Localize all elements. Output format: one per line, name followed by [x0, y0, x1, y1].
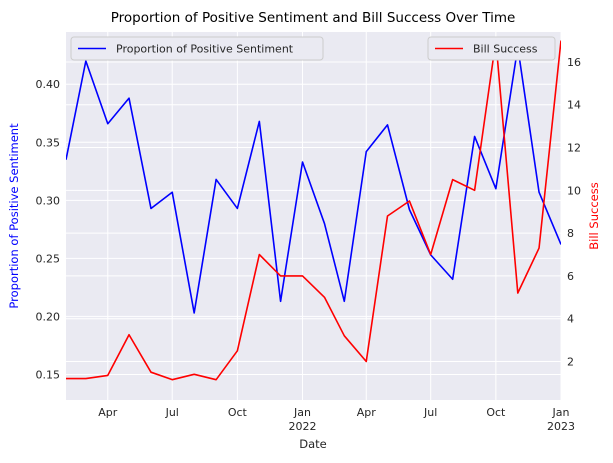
y-left-tick-label: 0.25	[36, 252, 61, 265]
y-left-tick-label: 0.35	[36, 136, 61, 149]
y-left-tick-label: 0.40	[36, 78, 61, 91]
x-tick-label: Jan	[552, 406, 570, 419]
y-axis-right-label: Bill Success	[587, 182, 601, 249]
legend-left-label: Proportion of Positive Sentiment	[116, 43, 294, 56]
x-tick-label: Jul	[423, 406, 437, 419]
y-left-tick-label: 0.20	[36, 310, 61, 323]
y-right-tick-label: 10	[567, 184, 581, 197]
x-tick-year-label: 2022	[289, 420, 317, 433]
y-right-tick-label: 8	[567, 227, 574, 240]
y-right-tick-label: 14	[567, 99, 581, 112]
x-tick-label: Jul	[165, 406, 179, 419]
y-axis-left-label: Proportion of Positive Sentiment	[7, 123, 21, 309]
legend-right-label: Bill Success	[473, 43, 538, 56]
plot-area	[66, 32, 561, 400]
y-right-tick-label: 2	[567, 355, 574, 368]
y-right-tick-label: 4	[567, 313, 574, 326]
chart-title: Proportion of Positive Sentiment and Bil…	[111, 10, 516, 26]
y-right-tick-label: 6	[567, 270, 574, 283]
y-left-tick-label: 0.15	[36, 368, 61, 381]
legend-left: Proportion of Positive Sentiment	[70, 36, 324, 61]
x-tick-label: Apr	[98, 406, 118, 419]
x-tick-label: Apr	[357, 406, 377, 419]
x-tick-label: Oct	[486, 406, 506, 419]
x-tick-label: Oct	[228, 406, 248, 419]
legend-right: Bill Success	[427, 36, 556, 61]
x-tick-year-label: 2023	[547, 420, 575, 433]
legend-right-box	[427, 36, 556, 61]
y-right-tick-label: 16	[567, 56, 581, 69]
y-left-tick-label: 0.30	[36, 194, 61, 207]
legend-left-box	[70, 36, 324, 61]
y-right-tick-label: 12	[567, 142, 581, 155]
x-tick-label: Jan	[293, 406, 311, 419]
series-layer	[66, 39, 561, 381]
x-axis-label: Date	[299, 437, 327, 451]
sentiment-line	[66, 46, 561, 314]
bill-success-line	[66, 39, 561, 381]
